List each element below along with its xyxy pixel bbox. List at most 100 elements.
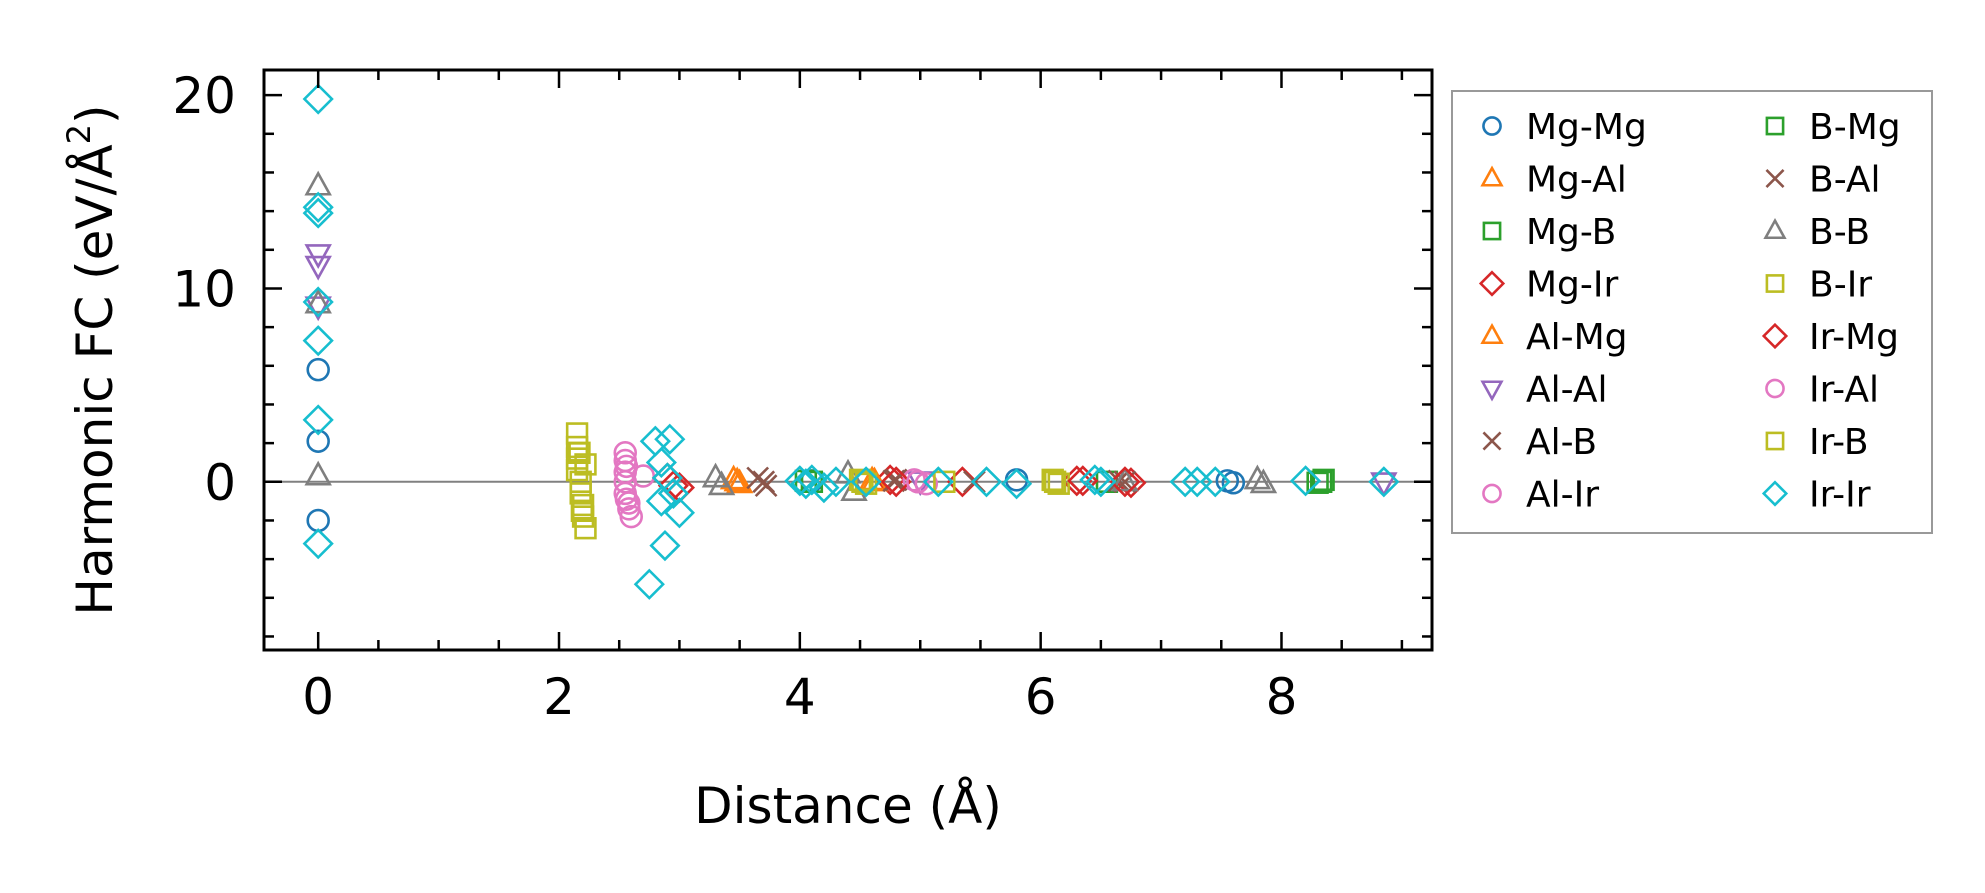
series-ir-ir <box>302 83 1400 600</box>
data-point <box>906 470 930 494</box>
data-point <box>922 466 954 498</box>
data-point <box>617 491 641 515</box>
data-point <box>1169 466 1201 498</box>
data-point <box>820 466 852 498</box>
plot-frame <box>262 68 1434 652</box>
legend-marker <box>1761 480 1789 507</box>
data-point <box>1243 464 1272 490</box>
legend-marker <box>1482 116 1502 136</box>
data-point <box>933 470 956 493</box>
legend-label: Al-Ir <box>1526 475 1599 516</box>
legend-marker <box>1765 169 1785 188</box>
series-b-b <box>304 170 1278 502</box>
legend-marker <box>1480 165 1504 187</box>
data-point <box>654 423 686 455</box>
legend-marker <box>1765 431 1785 451</box>
data-point <box>302 83 334 115</box>
data-point <box>1000 468 1033 500</box>
data-point <box>808 472 840 504</box>
legend: Mg-Mg Mg-Al Mg-B Mg-Ir Al-Mg Al-Al Al-B Al-Ir B-… <box>1451 90 1933 534</box>
data-point <box>1043 470 1067 493</box>
series-ir-al <box>614 454 930 511</box>
data-point <box>633 568 665 600</box>
legend-marker <box>1765 116 1785 136</box>
data-point <box>784 465 816 497</box>
data-point <box>304 170 332 196</box>
legend-label: Mg-B <box>1526 212 1616 253</box>
legend-marker <box>1478 270 1506 297</box>
x-tick-label: 8 <box>1266 668 1298 726</box>
data-point <box>1004 468 1029 492</box>
data-point <box>306 357 330 382</box>
legend-label: B-Al <box>1809 160 1881 201</box>
data-point <box>304 460 332 486</box>
data-point <box>1047 472 1070 495</box>
x-tick-label: 0 <box>302 668 334 726</box>
data-point <box>302 528 334 560</box>
y-tick-label: 20 <box>172 67 236 125</box>
data-point <box>1199 466 1231 498</box>
data-point <box>569 482 592 505</box>
data-point <box>1249 468 1278 494</box>
data-point <box>1085 466 1117 498</box>
series-mg-mg <box>306 357 1246 533</box>
legend-label: Ir-Al <box>1809 370 1879 411</box>
legend-label: Ir-B <box>1809 422 1869 463</box>
data-point <box>304 296 332 322</box>
data-point <box>645 446 677 479</box>
legend-label: B-B <box>1809 212 1870 253</box>
data-point <box>302 286 334 318</box>
data-point <box>565 422 589 445</box>
data-point <box>1041 468 1064 492</box>
data-point <box>752 470 776 494</box>
legend-marker <box>1761 322 1789 350</box>
data-point <box>302 197 334 229</box>
data-point <box>790 468 822 500</box>
data-point <box>565 435 589 459</box>
data-point <box>569 470 592 493</box>
data-point <box>614 454 639 479</box>
data-point <box>619 504 644 529</box>
data-point <box>1370 472 1398 498</box>
data-point <box>613 441 637 465</box>
data-point <box>568 441 591 464</box>
legend-label: B-Ir <box>1809 265 1872 306</box>
data-point <box>723 466 751 492</box>
data-point <box>1312 468 1335 492</box>
x-axis-title: Distance (Å) <box>694 777 1002 835</box>
legend-marker <box>1763 217 1787 240</box>
data-point <box>1079 464 1111 496</box>
legend-label: B-Mg <box>1809 107 1901 148</box>
data-point <box>1310 470 1333 493</box>
tick-labels: 0 2 4 6 8 0 10 20 <box>172 67 1297 726</box>
x-tick-label: 4 <box>784 668 816 726</box>
series-al-al <box>304 244 1398 498</box>
data-point <box>719 464 748 490</box>
legend-label: Mg-Al <box>1526 160 1627 201</box>
legend-label: Al-Al <box>1526 370 1607 411</box>
data-point <box>663 497 696 529</box>
y-tick-label: 10 <box>172 260 236 318</box>
legend-label: Al-Mg <box>1526 317 1628 358</box>
data-point <box>970 466 1003 498</box>
legend-marker <box>1480 322 1504 345</box>
legend-marker <box>1480 380 1504 402</box>
legend-marker <box>1482 483 1502 504</box>
legend-label: Ir-Ir <box>1809 475 1871 516</box>
data-point <box>302 404 334 436</box>
legend-marker <box>1482 431 1502 451</box>
data-point <box>1111 466 1139 492</box>
axis-ticks <box>264 70 1432 650</box>
data-point <box>1289 465 1322 497</box>
y-tick-label: 0 <box>204 454 236 512</box>
data-point <box>574 453 597 476</box>
data-point <box>565 458 589 482</box>
x-tick-label: 2 <box>543 668 575 726</box>
data-point <box>306 429 330 453</box>
data-point <box>302 191 334 223</box>
data-point <box>614 487 639 511</box>
data-point <box>854 472 878 495</box>
x-tick-label: 6 <box>1025 668 1057 726</box>
data-point <box>707 470 736 496</box>
